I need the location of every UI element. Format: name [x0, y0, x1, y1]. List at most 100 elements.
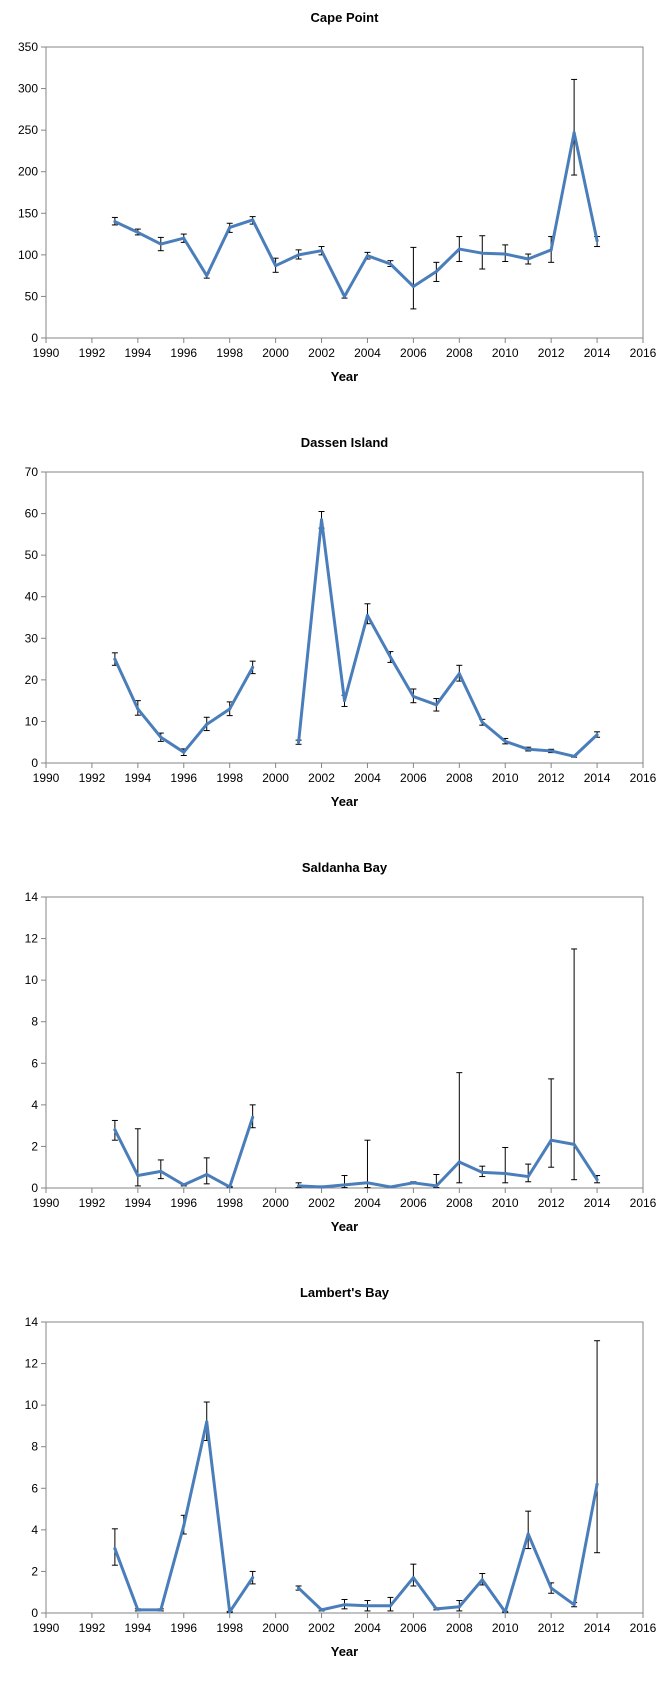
y-tick-label: 200: [18, 165, 38, 179]
chart-title: Saldanha Bay: [302, 860, 388, 875]
plot-area-border: [45, 896, 644, 1189]
data-point: [159, 1169, 163, 1173]
chart-svg: Dassen Island 0 10 20 30 40 50 60 70 1990 1992 1994…: [25, 435, 657, 809]
y-tick-label: 70: [25, 465, 39, 479]
data-point: [388, 655, 392, 659]
x-tick-label: 1994: [124, 1196, 151, 1210]
x-tick-label: 1992: [79, 346, 106, 360]
data-point: [365, 1604, 369, 1608]
y-tick-label: 8: [31, 1015, 38, 1029]
x-tick-label: 2002: [308, 771, 335, 785]
data-point: [136, 230, 140, 234]
data-point: [457, 1605, 461, 1609]
data-point: [113, 1128, 117, 1132]
x-tick-label: 2014: [584, 346, 611, 360]
data-point: [320, 1608, 324, 1612]
x-tick-label: 1990: [33, 1196, 60, 1210]
data-point: [457, 247, 461, 251]
data-point: [251, 1115, 255, 1119]
series-line: [113, 657, 255, 754]
y-tick-label: 10: [25, 973, 39, 987]
y-tick-label: 6: [31, 1056, 38, 1070]
plot-area-border: [45, 471, 644, 764]
data-point: [365, 1181, 369, 1185]
x-tick-label: 2010: [492, 346, 519, 360]
series-line: [113, 1115, 255, 1189]
x-tick-label: 2012: [538, 1621, 565, 1635]
data-point: [343, 1183, 346, 1187]
chart-svg: Cape Point 0 50 100 150 200 250 300 350 1990 1992 1…: [18, 10, 657, 384]
data-point: [343, 1603, 346, 1607]
x-tick-label: 2010: [492, 1196, 519, 1210]
data-point: [274, 264, 278, 268]
y-tick-label: 150: [18, 206, 38, 220]
x-tick-label: 2008: [446, 1196, 473, 1210]
chart-panel-dassen-island: Dassen Island 0 10 20 30 40 50 60 70 1990 1992 1994…: [0, 425, 659, 850]
y-tick-label: 20: [25, 673, 39, 687]
y-tick-label: 250: [18, 123, 38, 137]
y-tick-label: 0: [31, 1181, 38, 1195]
x-tick-label: 2004: [354, 346, 381, 360]
data-point: [572, 754, 576, 758]
x-tick-label: 2016: [630, 1621, 657, 1635]
x-tick-label: 2012: [538, 346, 565, 360]
x-tick-label: 2016: [630, 346, 657, 360]
data-point: [228, 1610, 232, 1614]
data-point: [572, 1603, 576, 1607]
chart-svg: Lambert's Bay 0 2 4 6 8 10 12 14 1990 1992 1994 1996…: [25, 1285, 657, 1659]
data-point: [595, 1178, 599, 1182]
x-tick-label: 1994: [124, 346, 151, 360]
x-tick-label: 2016: [630, 771, 657, 785]
data-point: [182, 1183, 186, 1187]
x-tick-label: 1998: [216, 1621, 243, 1635]
y-tick-label: 4: [31, 1098, 38, 1112]
data-point: [297, 253, 301, 257]
data-point: [434, 703, 438, 707]
data-point: [343, 294, 346, 298]
x-tick-label: 2008: [446, 346, 473, 360]
x-tick-label: 2006: [400, 1196, 427, 1210]
data-point: [595, 733, 599, 737]
x-tick-label: 2006: [400, 1621, 427, 1635]
y-tick-label: 50: [25, 548, 39, 562]
series-line: [297, 1138, 599, 1189]
chart-title: Cape Point: [311, 10, 380, 25]
data-point: [411, 694, 415, 698]
x-tick-label: 1992: [79, 1196, 106, 1210]
x-tick-label: 1990: [33, 346, 60, 360]
data-point: [251, 218, 255, 222]
data-point: [205, 722, 209, 726]
data-point: [228, 225, 232, 229]
data-point: [159, 735, 163, 739]
x-tick-label: 2006: [400, 346, 427, 360]
x-tick-label: 2012: [538, 771, 565, 785]
plot-area-border: [45, 1321, 644, 1614]
x-tick-label: 2000: [262, 771, 289, 785]
data-point: [113, 1547, 117, 1551]
data-point: [136, 1174, 140, 1178]
data-point: [526, 1532, 530, 1536]
data-point: [411, 284, 415, 288]
data-point: [526, 1175, 530, 1179]
y-tick-label: 40: [25, 590, 39, 604]
data-point: [526, 747, 530, 751]
x-tick-label: 1998: [216, 1196, 243, 1210]
data-point: [572, 131, 576, 135]
data-point: [457, 672, 461, 676]
y-tick-label: 14: [25, 890, 39, 904]
data-point: [549, 1586, 553, 1590]
x-axis-label: Year: [331, 1219, 358, 1234]
series-line: [113, 131, 599, 298]
y-tick-label: 100: [18, 248, 38, 262]
x-tick-label: 2010: [492, 771, 519, 785]
x-tick-label: 1998: [216, 771, 243, 785]
data-point: [549, 1138, 553, 1142]
x-tick-label: 2012: [538, 1196, 565, 1210]
series-line: [297, 1482, 599, 1614]
data-point: [159, 1608, 163, 1612]
plot-area-border: [45, 46, 644, 339]
x-tick-label: 1992: [79, 771, 106, 785]
data-point: [434, 1184, 438, 1188]
data-point: [480, 1170, 484, 1174]
data-point: [388, 1185, 392, 1189]
